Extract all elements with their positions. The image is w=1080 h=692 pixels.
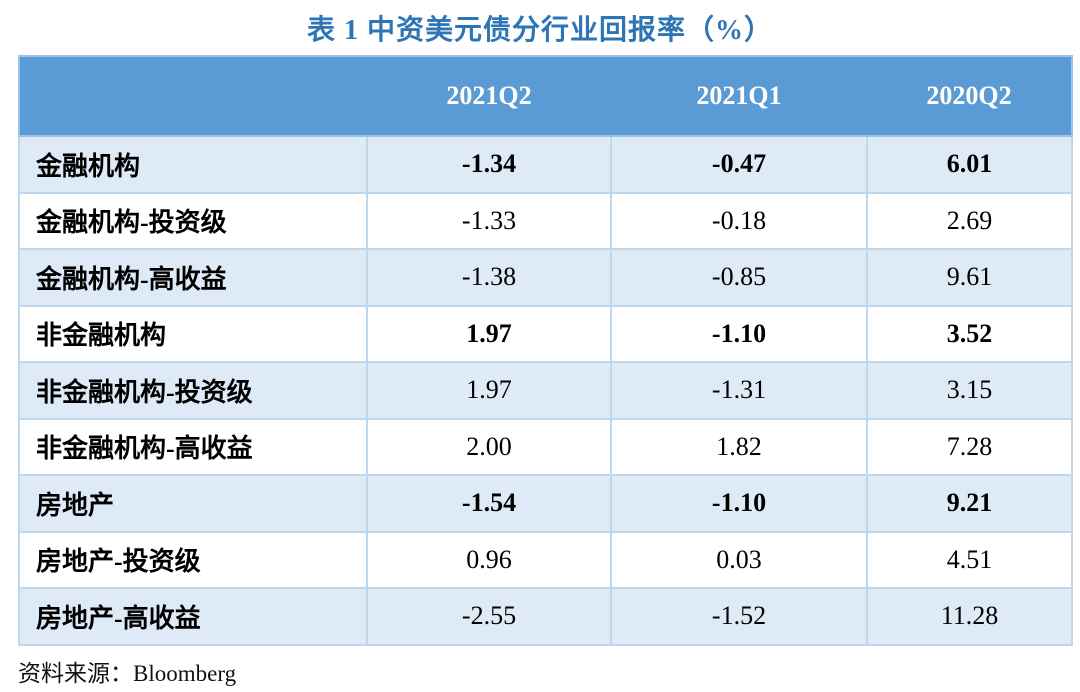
row-label: 非金融机构-投资级 (18, 361, 368, 420)
value-2020q2: 2.69 (866, 191, 1073, 250)
value-2021q2: 1.97 (366, 361, 612, 420)
value-2021q1: -1.31 (610, 361, 868, 420)
data-source-note: 资料来源：Bloomberg (18, 660, 237, 686)
table-row: 金融机构-高收益 -1.38 -0.85 9.61 (18, 248, 1073, 307)
sector-returns-table: 2021Q2 2021Q1 2020Q2 金融机构 -1.34 -0.47 6.… (18, 55, 1073, 646)
value-2021q2: 1.97 (366, 304, 612, 363)
table-row: 房地产 -1.54 -1.10 9.21 (18, 474, 1073, 533)
value-2021q2: -2.55 (366, 587, 612, 646)
value-2021q2: -1.34 (366, 135, 612, 194)
value-2021q2: -1.54 (366, 474, 612, 533)
table-row: 金融机构-投资级 -1.33 -0.18 2.69 (18, 191, 1073, 250)
value-2020q2: 3.15 (866, 361, 1073, 420)
table-row: 非金融机构-投资级 1.97 -1.31 3.15 (18, 361, 1073, 420)
value-2021q1: 0.03 (610, 530, 868, 589)
value-2021q1: -0.18 (610, 191, 868, 250)
value-2020q2: 6.01 (866, 135, 1073, 194)
value-2021q2: 0.96 (366, 530, 612, 589)
value-2021q1: -1.52 (610, 587, 868, 646)
value-2021q2: 2.00 (366, 417, 612, 476)
row-label: 房地产 (18, 474, 368, 533)
header-cell-blank (19, 56, 367, 137)
value-2020q2: 3.52 (866, 304, 1073, 363)
table-row: 金融机构 -1.34 -0.47 6.01 (18, 135, 1073, 194)
value-2020q2: 7.28 (866, 417, 1073, 476)
row-label: 非金融机构-高收益 (18, 417, 368, 476)
value-2020q2: 9.21 (866, 474, 1073, 533)
value-2021q1: -0.47 (610, 135, 868, 194)
row-label: 金融机构-投资级 (18, 191, 368, 250)
row-label: 房地产-投资级 (18, 530, 368, 589)
value-2021q1: 1.82 (610, 417, 868, 476)
header-row: 2021Q2 2021Q1 2020Q2 (19, 56, 1072, 137)
value-2021q2: -1.33 (366, 191, 612, 250)
header-cell-2021q1: 2021Q1 (611, 56, 867, 137)
row-label: 非金融机构 (18, 304, 368, 363)
value-2021q1: -1.10 (610, 304, 868, 363)
table-row: 房地产-投资级 0.96 0.03 4.51 (18, 530, 1073, 589)
value-2020q2: 9.61 (866, 248, 1073, 307)
value-2020q2: 4.51 (866, 530, 1073, 589)
table-row: 房地产-高收益 -2.55 -1.52 11.28 (18, 587, 1073, 646)
value-2021q1: -1.10 (610, 474, 868, 533)
value-2021q2: -1.38 (366, 248, 612, 307)
row-label: 房地产-高收益 (18, 587, 368, 646)
value-2021q1: -0.85 (610, 248, 868, 307)
header-cell-2021q2: 2021Q2 (367, 56, 611, 137)
value-2020q2: 11.28 (866, 587, 1073, 646)
row-label: 金融机构-高收益 (18, 248, 368, 307)
header-cell-2020q2: 2020Q2 (867, 56, 1072, 137)
table-row: 非金融机构-高收益 2.00 1.82 7.28 (18, 417, 1073, 476)
table-title: 表 1 中资美元债分行业回报率（%） (306, 14, 773, 46)
table-row: 非金融机构 1.97 -1.10 3.52 (18, 304, 1073, 363)
row-label: 金融机构 (18, 135, 368, 194)
